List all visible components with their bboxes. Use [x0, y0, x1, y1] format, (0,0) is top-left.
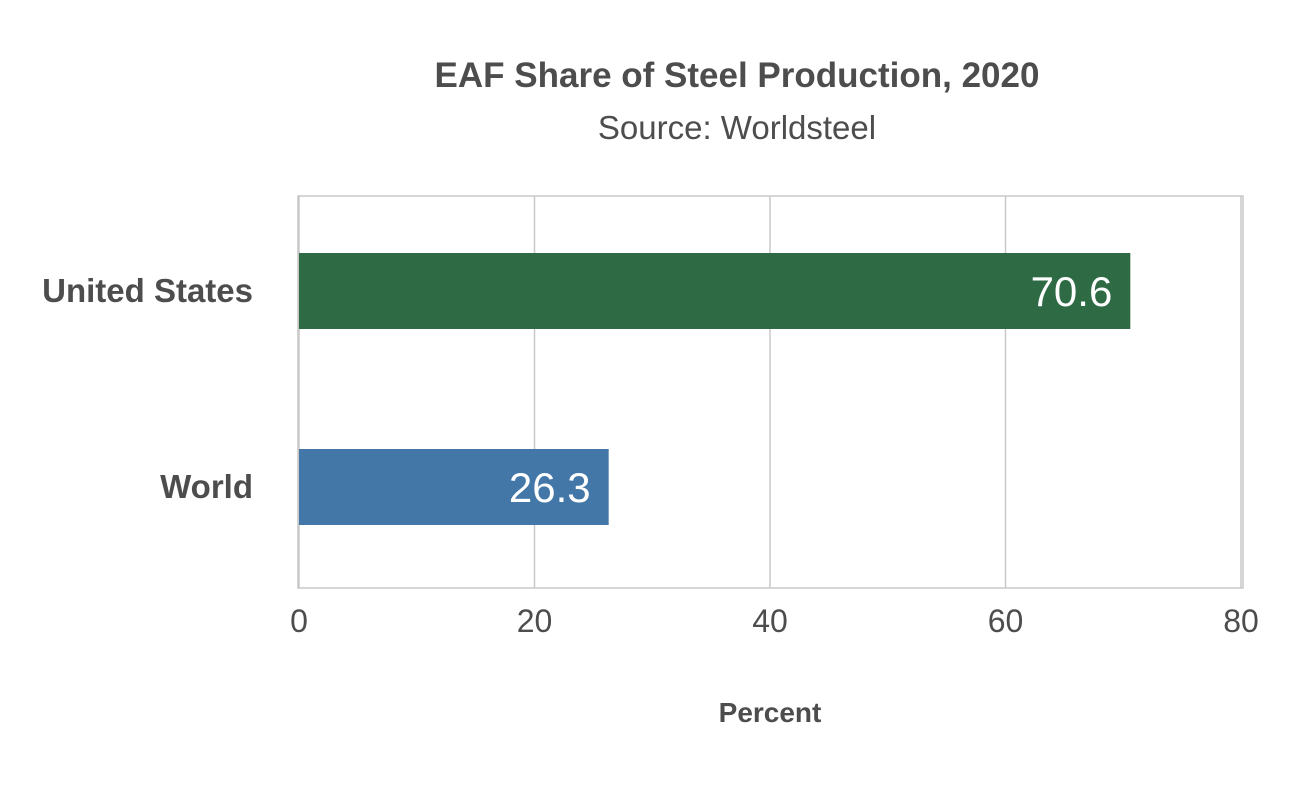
data-label: 70.6	[1031, 268, 1113, 315]
bar-united-states	[299, 253, 1131, 329]
x-tick-label: 0	[290, 603, 308, 639]
category-label: World	[160, 468, 253, 505]
category-label: United States	[42, 272, 253, 309]
chart-title: EAF Share of Steel Production, 2020	[434, 56, 1040, 95]
x-tick-label: 80	[1223, 603, 1259, 639]
x-tick-labels: 0 20 40 60 80	[290, 603, 1259, 639]
x-tick-label: 60	[988, 603, 1024, 639]
bars: 70.6 26.3	[299, 253, 1131, 525]
plot-area-frame	[297, 195, 1244, 589]
bar-world	[299, 449, 609, 525]
data-label: 26.3	[509, 464, 591, 511]
chart-subtitle: Source: Worldsteel	[597, 109, 877, 146]
x-tick-label: 20	[517, 603, 553, 639]
x-axis-title: Percent	[719, 697, 822, 728]
x-tick-label: 40	[752, 603, 788, 639]
category-labels: United States World	[42, 272, 253, 505]
